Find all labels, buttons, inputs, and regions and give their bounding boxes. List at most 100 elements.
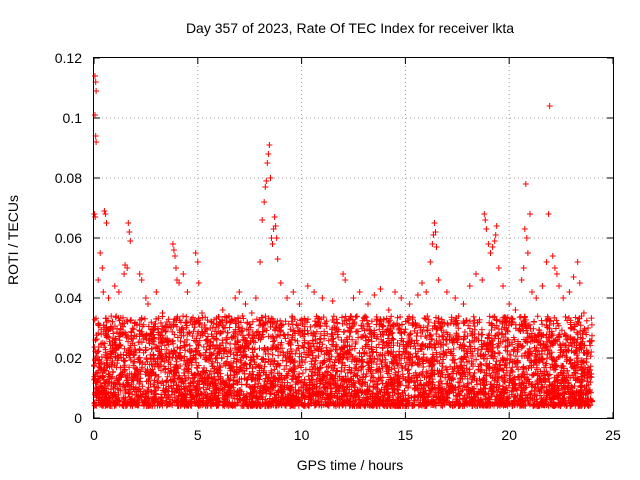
data-point	[374, 317, 381, 324]
y-tick-label: 0.08	[55, 170, 82, 186]
data-point	[552, 325, 559, 332]
data-point	[572, 314, 579, 321]
data-point	[420, 324, 427, 331]
data-point	[253, 316, 260, 323]
data-point	[339, 314, 345, 321]
data-point	[418, 385, 425, 392]
data-point	[479, 376, 486, 383]
data-point	[487, 340, 494, 347]
data-point	[163, 346, 170, 353]
data-point	[317, 330, 324, 337]
data-point	[189, 333, 196, 339]
data-point	[334, 320, 341, 327]
tick-labels: 0 5 10 15 20 25 0 0.02 0.04 0.06 0.08 0.1 0.12	[55, 50, 621, 443]
data-point	[578, 345, 585, 352]
data-point	[256, 345, 263, 352]
data-point	[126, 364, 133, 371]
data-point	[439, 319, 446, 326]
data-point	[227, 340, 234, 347]
data-point	[583, 317, 590, 324]
data-point	[455, 391, 462, 398]
y-tick-label: 0.04	[55, 290, 82, 306]
x-tick-label: 20	[501, 427, 517, 443]
data-point	[521, 389, 528, 396]
data-point	[558, 327, 565, 334]
data-point	[216, 363, 223, 369]
data-point	[169, 328, 176, 335]
data-point	[493, 358, 500, 365]
data-point	[282, 318, 289, 325]
data-point	[284, 379, 291, 386]
data-point	[233, 320, 240, 327]
data-point	[440, 356, 447, 363]
data-point	[103, 332, 110, 339]
data-point	[305, 330, 312, 337]
data-point	[181, 357, 187, 364]
y-tick-label: 0.12	[55, 50, 82, 66]
data-point	[534, 313, 541, 320]
data-point	[129, 340, 136, 347]
data-point	[499, 383, 506, 390]
data-point	[391, 365, 398, 372]
data-point	[379, 365, 386, 371]
data-point	[438, 316, 445, 323]
data-point	[142, 361, 149, 368]
data-point	[352, 314, 359, 320]
data-point	[470, 313, 477, 320]
x-tick-label: 5	[194, 427, 202, 443]
x-tick-label: 0	[90, 427, 98, 443]
data-point	[402, 318, 409, 325]
data-point	[106, 338, 113, 345]
data-point	[325, 355, 332, 362]
data-point	[131, 358, 138, 365]
data-point	[125, 338, 132, 345]
y-tick-label: 0.06	[55, 230, 82, 246]
data-point	[349, 317, 356, 323]
x-tick-label: 15	[398, 427, 414, 443]
data-point	[512, 353, 519, 360]
data-point	[237, 319, 244, 326]
y-tick-label: 0	[74, 410, 82, 426]
data-point	[141, 315, 148, 322]
data-point	[433, 337, 440, 344]
data-point	[279, 357, 286, 364]
x-tick-label: 25	[605, 427, 621, 443]
y-tick-label: 0.1	[63, 110, 83, 126]
data-point	[155, 384, 162, 391]
data-point	[355, 334, 362, 341]
x-tick-label: 10	[294, 427, 310, 443]
data-point	[161, 358, 168, 364]
data-point	[289, 321, 296, 328]
data-point	[121, 345, 128, 352]
data-point	[427, 331, 434, 338]
x-axis-label: GPS time / hours	[297, 457, 404, 473]
data-point	[465, 322, 472, 329]
data-point	[459, 387, 466, 394]
y-tick-label: 0.02	[55, 350, 82, 366]
data-point	[144, 386, 151, 393]
data-point	[117, 387, 124, 394]
data-point	[378, 361, 385, 368]
data-point	[146, 340, 153, 347]
data-point	[375, 341, 382, 348]
data-point	[321, 384, 328, 391]
data-point	[353, 339, 359, 345]
data-point	[185, 374, 192, 381]
data-point	[239, 325, 246, 332]
data-point	[349, 336, 356, 343]
data-point	[271, 366, 278, 373]
data-point	[183, 313, 190, 320]
data-point	[448, 316, 455, 323]
data-point	[213, 336, 220, 343]
data-point	[224, 372, 231, 379]
data-point	[574, 358, 581, 365]
data-point	[280, 331, 287, 338]
chart-title: Day 357 of 2023, Rate Of TEC Index for r…	[186, 20, 514, 36]
y-axis-label: ROTI / TECUs	[5, 195, 21, 285]
data-point	[107, 350, 114, 357]
data-point	[143, 369, 150, 376]
data-point	[129, 325, 136, 332]
data-point	[588, 338, 595, 345]
data-point	[549, 332, 556, 339]
